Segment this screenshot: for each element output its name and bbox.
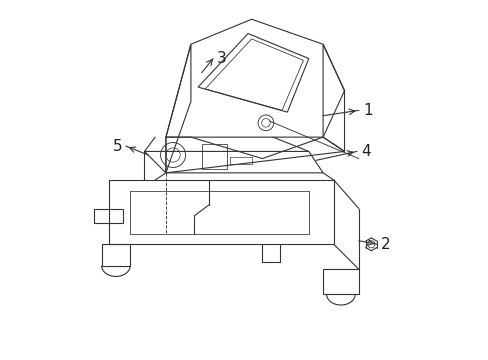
Text: 4: 4 — [361, 144, 370, 159]
Text: 5: 5 — [113, 139, 122, 154]
Text: 1: 1 — [362, 103, 372, 118]
Text: 3: 3 — [216, 51, 225, 66]
Text: 2: 2 — [380, 237, 389, 252]
